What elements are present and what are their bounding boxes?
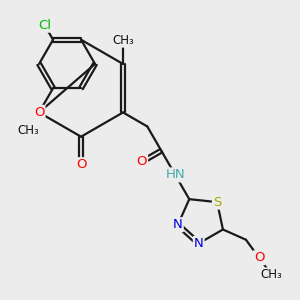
Text: CH₃: CH₃ (261, 268, 282, 281)
Text: HN: HN (166, 168, 185, 182)
Text: CH₃: CH₃ (18, 124, 39, 137)
Text: O: O (254, 251, 264, 264)
Text: O: O (136, 155, 147, 168)
Text: N: N (194, 237, 204, 250)
Text: O: O (34, 106, 44, 119)
Text: S: S (213, 196, 221, 208)
Text: O: O (34, 106, 44, 119)
Text: N: N (173, 218, 183, 231)
Text: O: O (76, 158, 86, 171)
Text: Cl: Cl (38, 19, 51, 32)
Text: CH₃: CH₃ (112, 34, 134, 47)
